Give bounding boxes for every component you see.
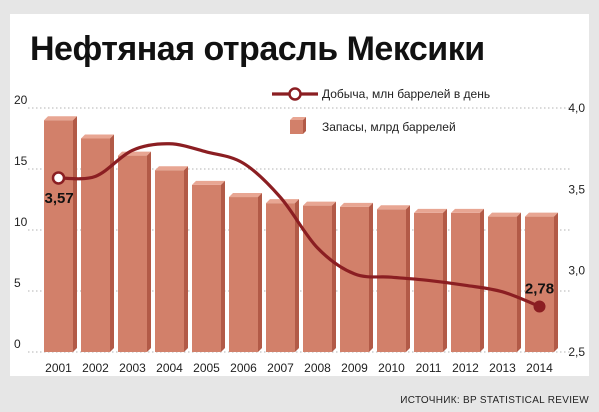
bar-top [81, 134, 114, 139]
bar-side [110, 134, 114, 352]
bar [525, 212, 558, 352]
x-tick-label: 2006 [230, 361, 257, 375]
bar-face [44, 120, 73, 352]
bar-side [221, 180, 225, 352]
bar-top [303, 201, 336, 206]
y-right-tick-label: 2,5 [568, 345, 585, 359]
bar-face [525, 216, 554, 352]
legend: Добыча, млн баррелей в день Запасы, млрд … [272, 87, 490, 134]
bar-side [443, 208, 447, 352]
bar [81, 134, 114, 352]
bar-top [451, 208, 484, 213]
axis-layer: 0 5 10 15 20 2,5 3,0 3,5 4,0 2001 2002 2003 2004 2005… [14, 93, 585, 375]
bar [488, 212, 521, 352]
x-tick-label: 2013 [489, 361, 516, 375]
legend-line-marker [288, 87, 302, 101]
bar-top [414, 208, 447, 213]
source-note: ИСТОЧНИК: BP STATISTICAL REVIEW [400, 395, 589, 406]
bar-side [332, 201, 336, 352]
y-right-tick-label: 4,0 [568, 101, 585, 115]
y-right-tick-label: 3,5 [568, 182, 585, 196]
y-right-tick-label: 3,0 [568, 264, 585, 278]
x-tick-label: 2014 [526, 361, 553, 375]
line-point-marker [51, 171, 66, 185]
bar [340, 202, 373, 352]
x-tick-label: 2005 [193, 361, 220, 375]
bar-top [44, 116, 77, 121]
y-left-tick-label: 15 [14, 154, 28, 168]
x-tick-label: 2001 [45, 361, 72, 375]
bar-top [377, 205, 410, 210]
bar-face [192, 184, 221, 352]
legend-label-production: Добыча, млн баррелей в день [322, 87, 490, 101]
x-tick-label: 2008 [304, 361, 331, 375]
x-tick-label: 2003 [119, 361, 146, 375]
bar [44, 116, 77, 352]
bar-side [184, 166, 188, 352]
bar-face [266, 203, 295, 352]
bar-side [73, 116, 77, 352]
bar-side [258, 193, 262, 352]
bar-side [480, 208, 484, 352]
bar-face [340, 206, 369, 352]
bar-layer [44, 116, 558, 352]
y-left-tick-label: 20 [14, 93, 28, 107]
bar [192, 180, 225, 352]
bar-face [155, 170, 184, 352]
bar [451, 208, 484, 352]
bar [118, 151, 151, 352]
legend-bar-swatch-side [303, 117, 306, 134]
production-line [58, 142, 541, 308]
bar-top [488, 212, 521, 217]
bar-top [155, 166, 188, 171]
bar-top [525, 212, 558, 217]
bar [155, 166, 188, 352]
x-tick-label: 2011 [416, 361, 442, 375]
y-left-tick-label: 10 [14, 215, 28, 229]
line-point-marker [533, 300, 546, 313]
bar-side [517, 212, 521, 352]
bar [229, 193, 262, 352]
x-tick-label: 2007 [267, 361, 294, 375]
y-left-tick-label: 5 [14, 276, 21, 290]
line-layer: 3,57 2,78 [45, 142, 554, 313]
bar [303, 201, 336, 352]
y-left-tick-label: 0 [14, 337, 21, 351]
legend-label-reserves: Запасы, млрд баррелей [322, 120, 456, 134]
bar-face [81, 138, 110, 352]
bar-face [303, 205, 332, 352]
data-label: 3,57 [45, 190, 74, 207]
legend-bar-swatch [290, 120, 303, 134]
bar-top [340, 202, 373, 207]
x-tick-label: 2002 [82, 361, 109, 375]
x-tick-label: 2012 [452, 361, 479, 375]
bar-top [192, 180, 225, 185]
data-label: 2,78 [525, 280, 554, 297]
bar-side [554, 212, 558, 352]
bar [266, 199, 299, 352]
bar-side [147, 151, 151, 352]
legend-bar-swatch-top [290, 117, 306, 120]
bar-face [377, 209, 406, 352]
bar-side [295, 199, 299, 352]
x-tick-label: 2009 [341, 361, 368, 375]
bar-face [488, 216, 517, 352]
x-tick-label: 2010 [378, 361, 405, 375]
x-tick-label: 2004 [156, 361, 183, 375]
bar-face [118, 155, 147, 352]
bar-face [229, 197, 258, 352]
bar-top [229, 193, 262, 198]
chart-title: Нефтяная отрасль Мексики [30, 30, 485, 68]
